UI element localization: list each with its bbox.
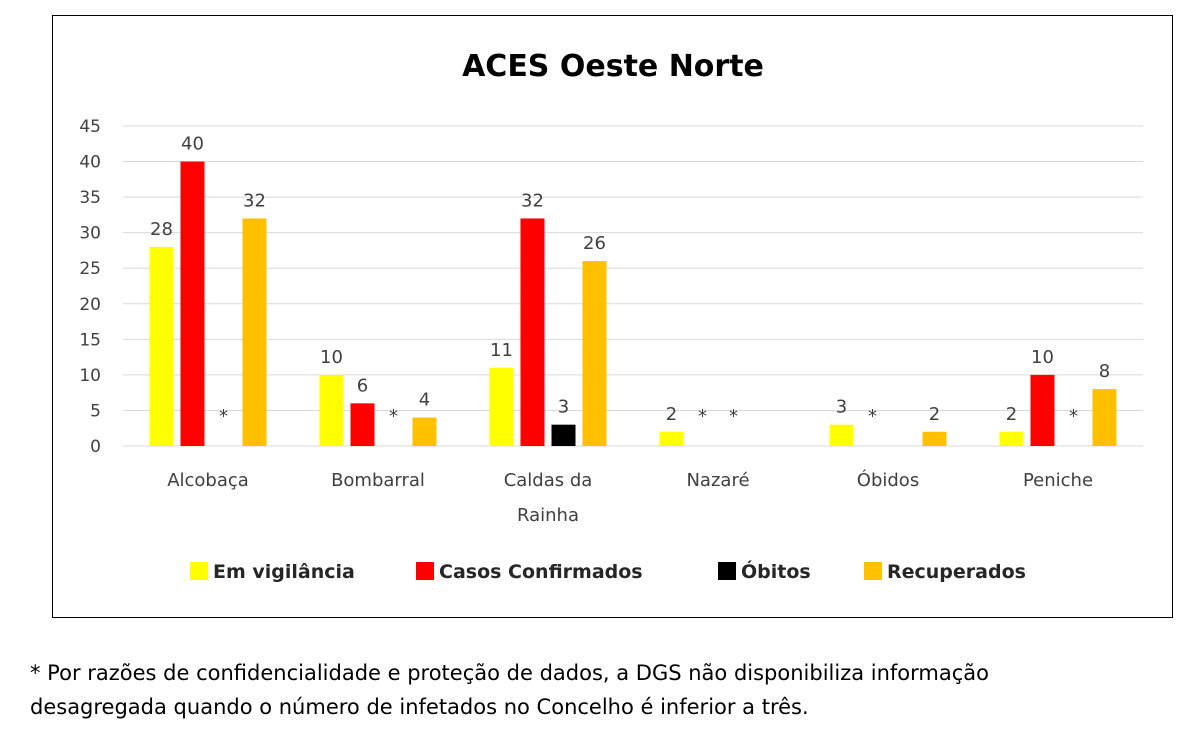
y-tick-label: 40 bbox=[79, 153, 101, 173]
category-label: Caldas da bbox=[504, 470, 593, 491]
data-label: 2 bbox=[1006, 404, 1017, 425]
legend-swatch bbox=[718, 562, 736, 580]
y-tick-label: 35 bbox=[79, 188, 101, 208]
bar bbox=[829, 424, 854, 446]
y-tick-label: 25 bbox=[79, 259, 101, 279]
legend-label: Em vigilância bbox=[213, 561, 355, 583]
legend-swatch bbox=[864, 562, 882, 580]
footnote-line-2: desagregada quando o número de infetados… bbox=[30, 695, 809, 719]
data-label: * bbox=[868, 406, 877, 427]
data-label: * bbox=[219, 406, 228, 427]
bar bbox=[1092, 389, 1117, 446]
bar bbox=[922, 431, 947, 446]
bar bbox=[319, 374, 344, 446]
data-label: 10 bbox=[1031, 347, 1054, 368]
data-label: * bbox=[698, 406, 707, 427]
bar bbox=[659, 431, 684, 446]
data-label: 3 bbox=[836, 397, 847, 418]
data-label: * bbox=[729, 406, 738, 427]
bar bbox=[242, 218, 267, 446]
bar bbox=[489, 367, 514, 446]
data-label: 40 bbox=[181, 134, 204, 155]
data-label: 4 bbox=[419, 390, 430, 411]
x-axis-categories: Alcobaça Bombarral Caldas da Rainha Nazaré Ób… bbox=[167, 469, 1093, 526]
data-label: 28 bbox=[150, 219, 173, 240]
data-label: 32 bbox=[243, 190, 266, 211]
bar bbox=[582, 261, 607, 446]
legend-label: Recuperados bbox=[887, 561, 1026, 583]
y-tick-label: 45 bbox=[79, 117, 101, 137]
footnote-line-1: * Por razões de confidencialidade e prot… bbox=[30, 661, 990, 685]
legend-swatch bbox=[416, 562, 434, 580]
y-tick-label: 5 bbox=[90, 401, 101, 421]
y-tick-label: 15 bbox=[79, 330, 101, 350]
y-axis-ticks: 0 5 10 15 20 25 30 35 40 45 bbox=[79, 117, 101, 457]
bar bbox=[999, 431, 1024, 446]
data-label: 8 bbox=[1099, 361, 1110, 382]
bar bbox=[149, 246, 174, 446]
category-label: Nazaré bbox=[686, 470, 749, 491]
data-label: * bbox=[1069, 406, 1078, 427]
data-label: 10 bbox=[320, 347, 343, 368]
category-label: Alcobaça bbox=[167, 470, 249, 491]
chart-title: ACES Oeste Norte bbox=[462, 49, 764, 84]
y-tick-label: 0 bbox=[90, 437, 101, 457]
bar bbox=[412, 417, 437, 446]
data-label: 11 bbox=[490, 340, 513, 361]
bar bbox=[350, 403, 375, 446]
bar bbox=[180, 161, 205, 447]
gridlines bbox=[123, 125, 1143, 447]
data-label: 2 bbox=[929, 404, 940, 425]
category-label: Peniche bbox=[1023, 470, 1093, 491]
data-labels: 28 40 * 32 10 6 * 4 11 32 3 26 2 * * 3 * 2 2 10 * 8 bbox=[150, 134, 1110, 427]
bar bbox=[551, 424, 576, 446]
legend-swatch bbox=[190, 562, 208, 580]
bar bbox=[1030, 374, 1055, 446]
data-label: 3 bbox=[558, 397, 569, 418]
data-label: 26 bbox=[583, 233, 606, 254]
y-tick-label: 20 bbox=[79, 295, 101, 315]
legend-label: Óbitos bbox=[741, 559, 811, 583]
bar bbox=[520, 218, 545, 446]
footnote: * Por razões de confidencialidade e prot… bbox=[30, 656, 1180, 724]
y-tick-label: 10 bbox=[79, 366, 101, 386]
chart-frame: ACES Oeste Norte 0 5 10 15 20 25 30 35 40 45 28 40… bbox=[52, 15, 1173, 618]
legend-label: Casos Confirmados bbox=[439, 561, 643, 583]
category-label: Rainha bbox=[517, 505, 579, 526]
bars bbox=[149, 161, 1117, 447]
legend: Em vigilância Casos Confirmados Óbitos Recu… bbox=[190, 559, 1026, 583]
category-label: Bombarral bbox=[331, 470, 425, 491]
data-label: 2 bbox=[666, 404, 677, 425]
data-label: 6 bbox=[357, 375, 368, 396]
category-label: Óbidos bbox=[857, 469, 919, 491]
y-tick-label: 30 bbox=[79, 224, 101, 244]
data-label: * bbox=[389, 406, 398, 427]
data-label: 32 bbox=[521, 190, 544, 211]
